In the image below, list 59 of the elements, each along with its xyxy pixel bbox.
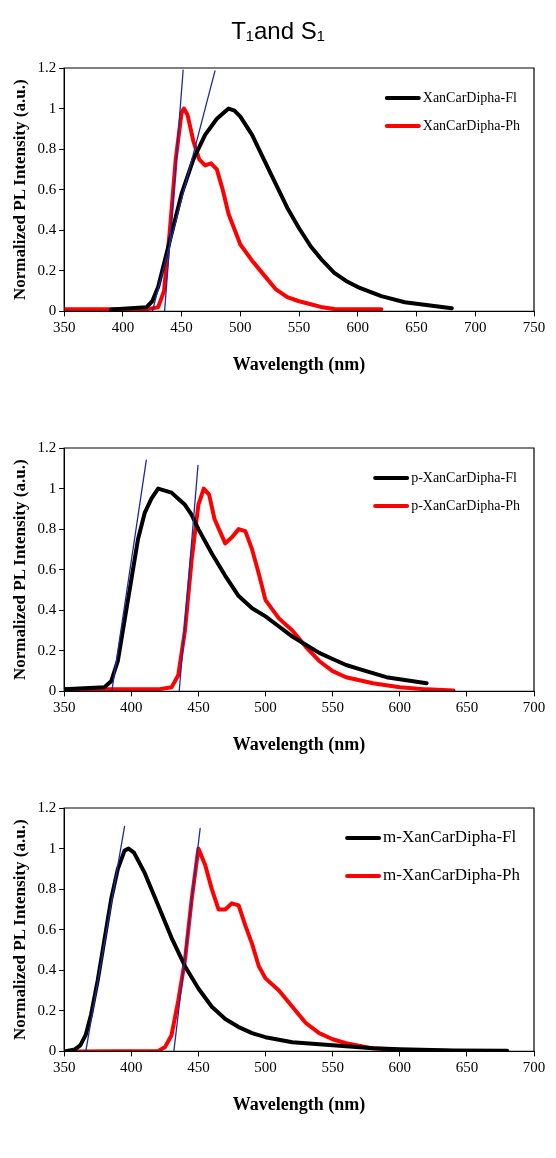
y-tick-label: 0 — [48, 682, 57, 699]
y-axis-title: Normalized PL Intensity (a.u.) — [9, 819, 29, 1040]
x-tick-label: 650 — [405, 319, 428, 336]
y-tick-label: 0.4 — [37, 601, 57, 618]
y-tick-label: 0.2 — [37, 641, 57, 658]
x-tick-label: 750 — [522, 319, 546, 336]
y-tick-label: 1.2 — [37, 58, 57, 75]
y-tick-label: 1.2 — [37, 438, 57, 455]
legend-label: m-XanCarDipha-Ph — [383, 865, 521, 885]
x-tick-label: 650 — [455, 1059, 479, 1076]
x-tick-label: 550 — [287, 319, 311, 336]
legend-label: p-XanCarDipha-Fl — [411, 469, 517, 485]
y-tick-label: 0.2 — [37, 1001, 57, 1018]
y-tick-label: 1 — [48, 99, 57, 116]
x-tick-label: 700 — [522, 699, 546, 716]
x-tick-label: 350 — [52, 319, 76, 336]
y-tick-label: 0.6 — [37, 920, 57, 937]
x-tick-label: 450 — [170, 319, 193, 336]
y-tick-label: 0.4 — [37, 961, 57, 978]
x-axis-title: Wavelength (nm) — [232, 733, 366, 755]
y-axis-title: Normalized PL Intensity (a.u.) — [9, 459, 29, 680]
x-tick-label: 350 — [52, 1059, 76, 1076]
legend-label: XanCarDipha-Ph — [422, 117, 520, 133]
y-tick-label: 1 — [48, 479, 57, 496]
y-tick-label: 0.8 — [37, 140, 57, 157]
x-tick-label: 600 — [388, 699, 412, 716]
x-tick-label: 500 — [229, 319, 252, 336]
x-tick-label: 700 — [464, 319, 487, 336]
x-tick-label: 550 — [321, 699, 344, 716]
x-tick-label: 450 — [187, 699, 210, 716]
y-tick-label: 0.4 — [37, 221, 57, 238]
y-tick-label: 0.6 — [37, 180, 57, 197]
y-tick-label: 0.8 — [37, 520, 57, 537]
chart-title: T₁and S₁ — [230, 16, 326, 46]
y-tick-label: 1 — [48, 839, 57, 856]
x-tick-label: 700 — [522, 1059, 546, 1076]
legend-label: m-XanCarDipha-Fl — [383, 827, 517, 847]
x-tick-label: 400 — [120, 699, 143, 716]
y-tick-label: 0.8 — [37, 880, 57, 897]
y-tick-label: 0 — [48, 1042, 57, 1059]
y-axis-title: Normalized PL Intensity (a.u.) — [9, 79, 29, 300]
y-tick-label: 0 — [48, 302, 57, 319]
x-tick-label: 650 — [455, 699, 479, 716]
y-tick-label: 0.2 — [37, 261, 57, 278]
x-tick-label: 500 — [254, 699, 277, 716]
x-tick-label: 400 — [111, 319, 135, 336]
x-axis-title: Wavelength (nm) — [232, 1093, 366, 1115]
legend-label: XanCarDipha-Fl — [422, 89, 517, 105]
x-tick-label: 450 — [187, 1059, 210, 1076]
x-tick-label: 500 — [254, 1059, 277, 1076]
x-tick-label: 350 — [52, 699, 76, 716]
y-tick-label: 0.6 — [37, 560, 57, 577]
x-tick-label: 400 — [120, 1059, 143, 1076]
x-tick-label: 550 — [321, 1059, 344, 1076]
x-tick-label: 600 — [388, 1059, 412, 1076]
legend-label: p-XanCarDipha-Ph — [411, 497, 521, 513]
x-tick-label: 600 — [346, 319, 370, 336]
y-tick-label: 1.2 — [37, 798, 57, 815]
x-axis-title: Wavelength (nm) — [232, 353, 366, 375]
